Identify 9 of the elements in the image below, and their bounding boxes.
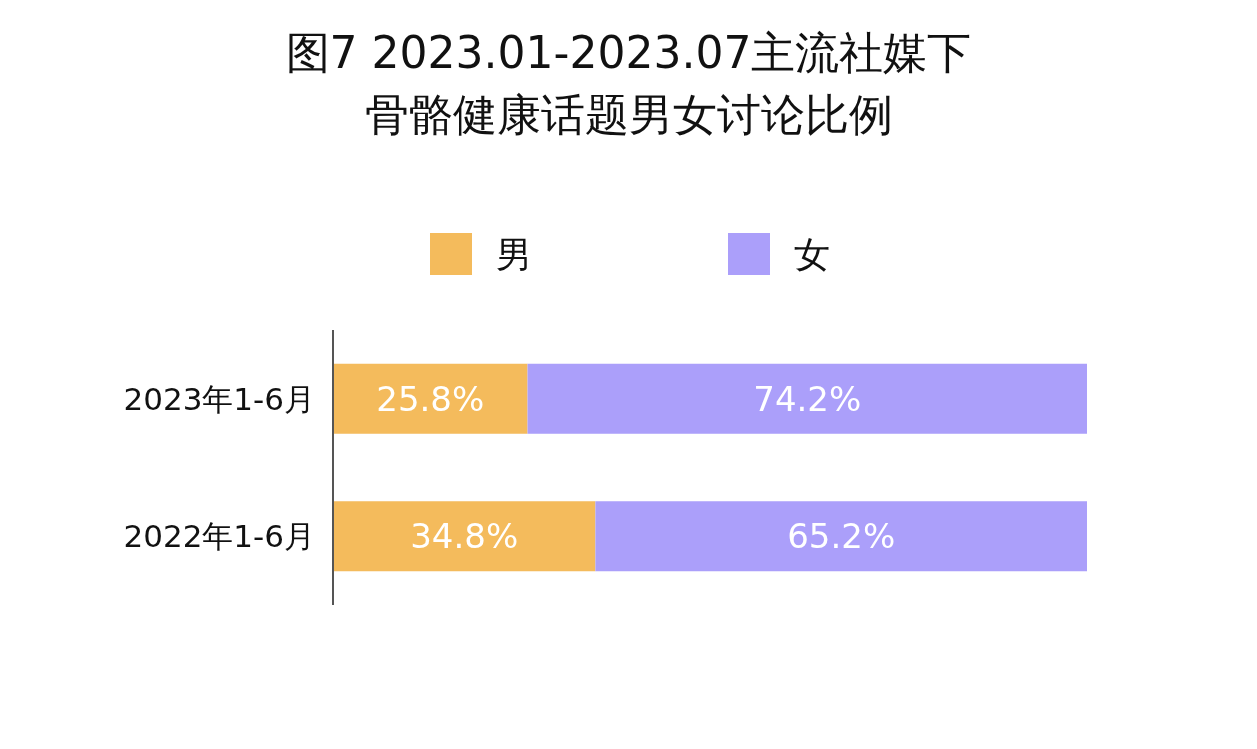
- data-label: 65.2%: [787, 516, 896, 557]
- y-tick-label: 2023年1-6月: [123, 380, 315, 417]
- data-label: 74.2%: [753, 378, 862, 419]
- legend-label: 女: [794, 234, 830, 275]
- data-label: 25.8%: [376, 378, 485, 419]
- legend-label: 男: [496, 234, 532, 275]
- data-label: 34.8%: [410, 516, 519, 557]
- chart-title: 图7 2023.01-2023.07主流社媒下骨骼健康话题男女讨论比例: [284, 26, 973, 142]
- y-tick-label: 2022年1-6月: [123, 518, 315, 555]
